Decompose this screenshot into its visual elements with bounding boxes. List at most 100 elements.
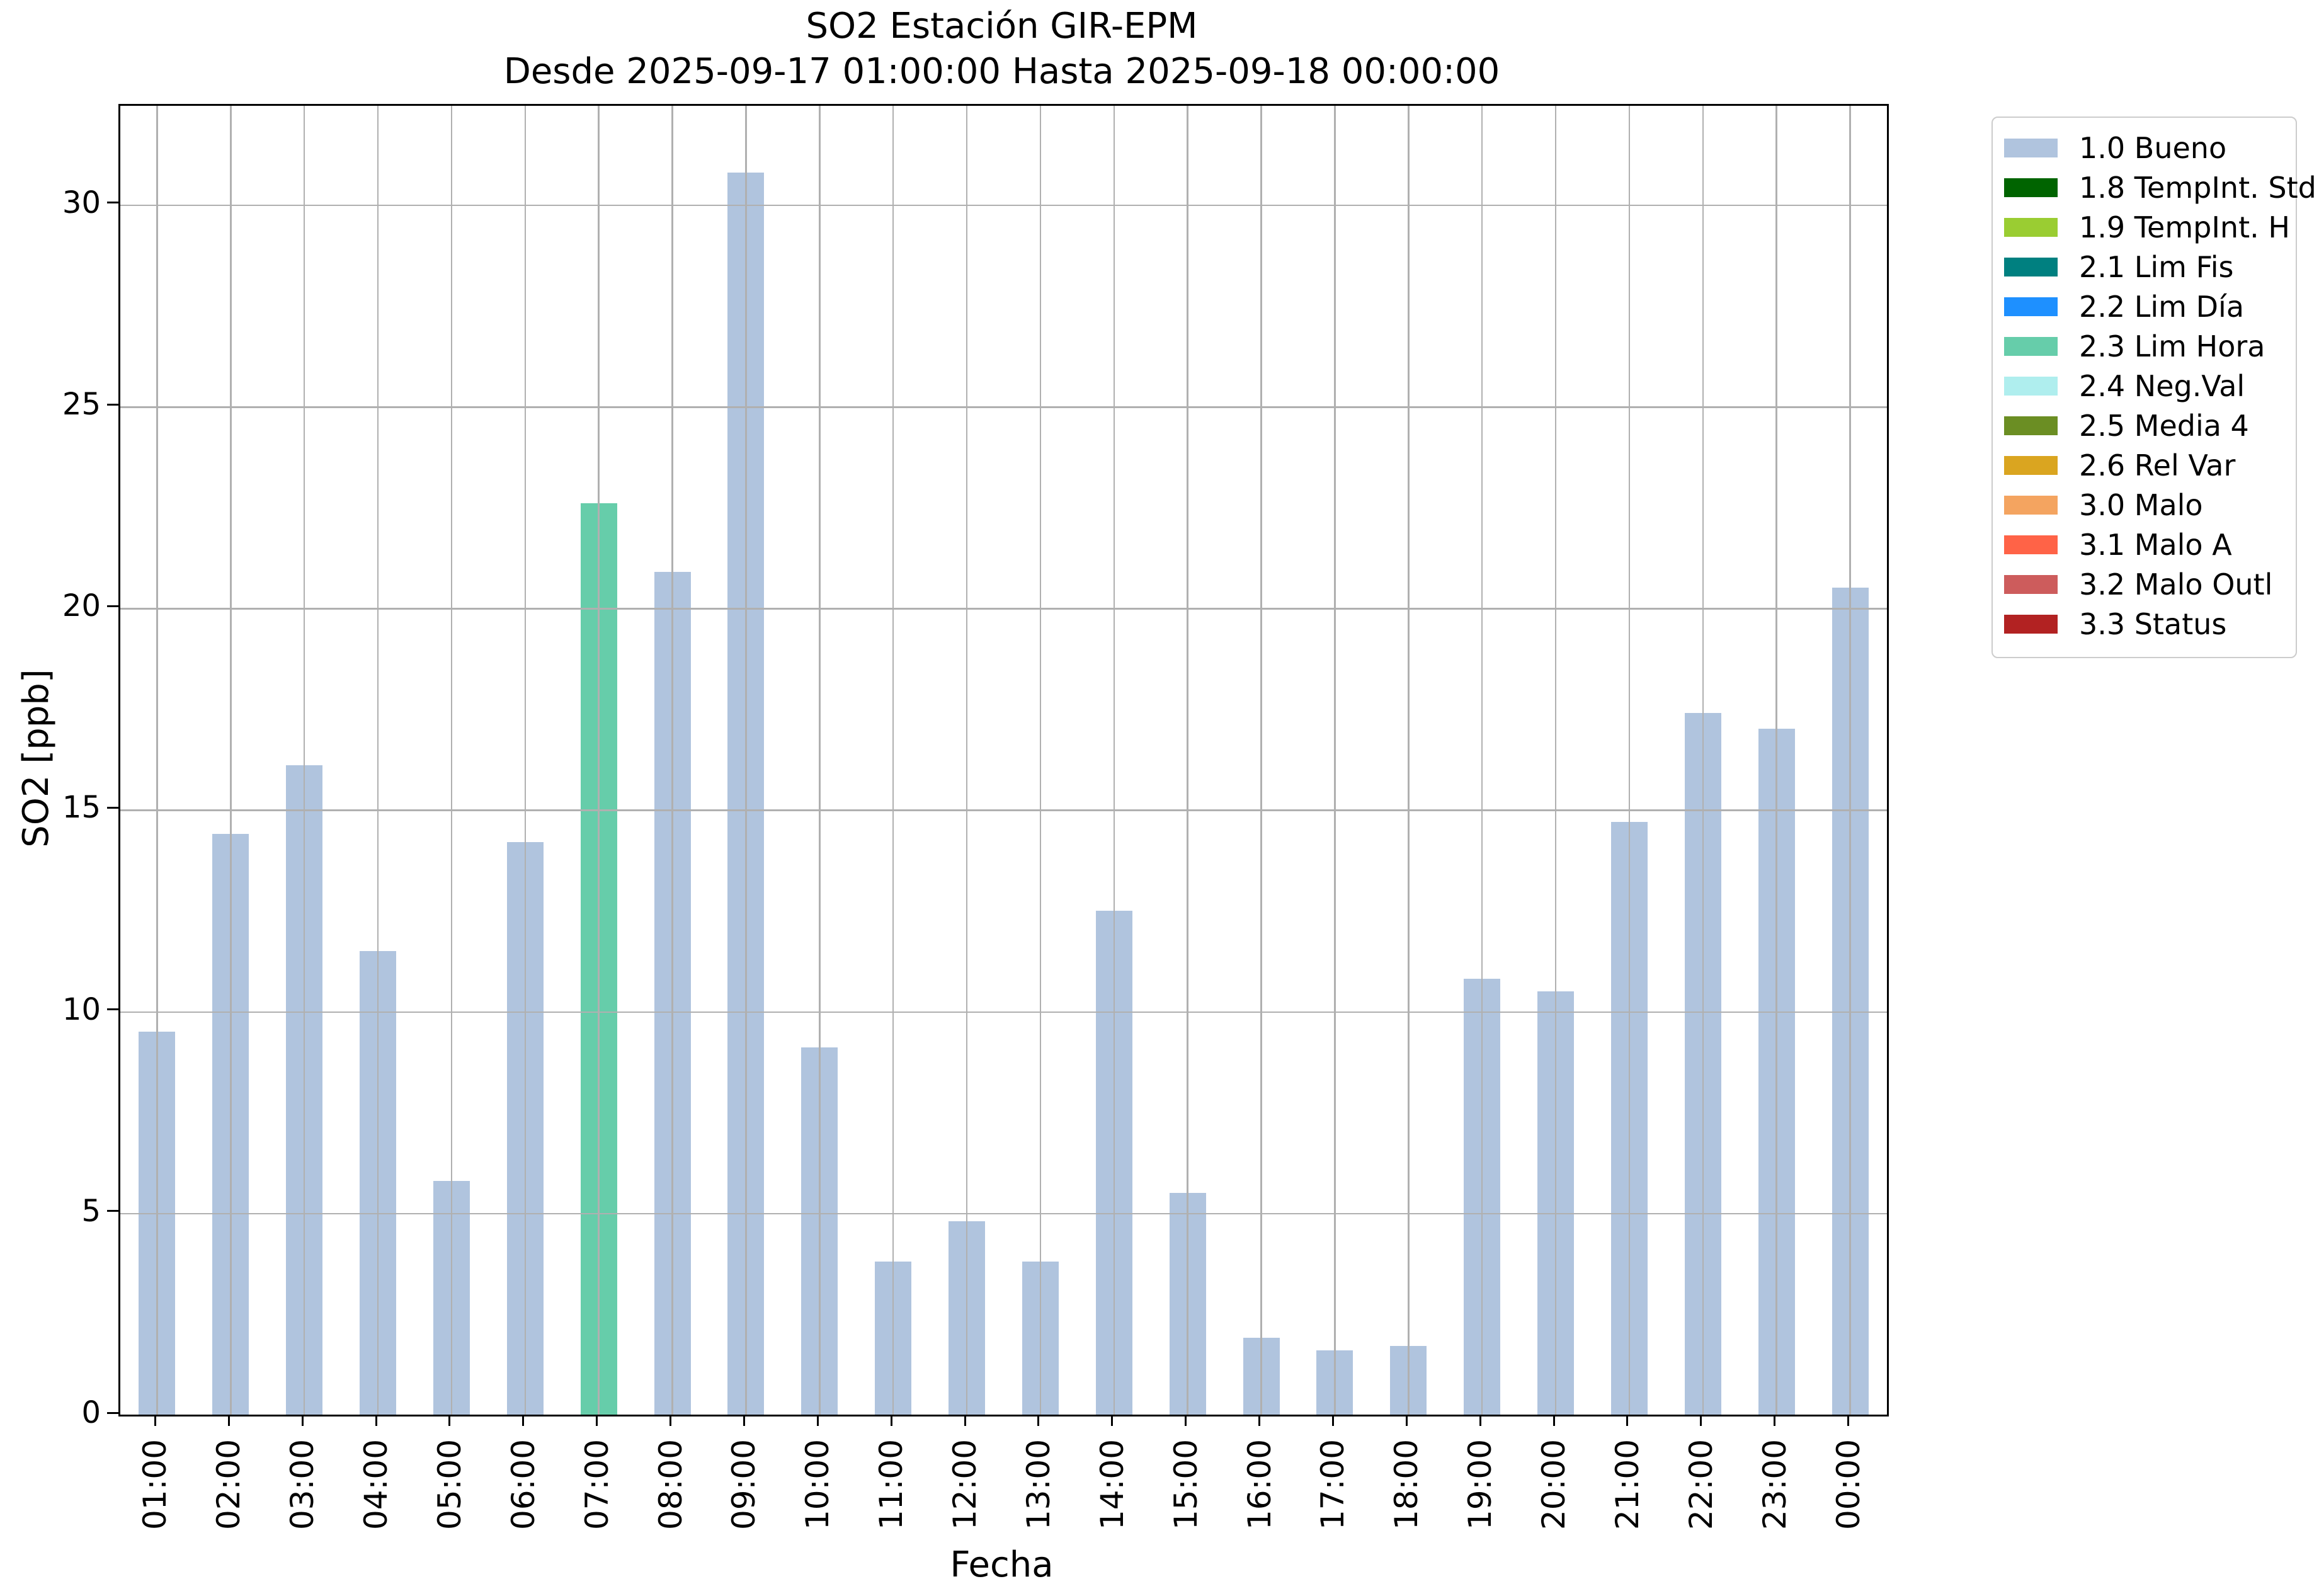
x-tick-label-12:00: 12:00 [947, 1439, 984, 1530]
v-gridline-04:00 [377, 106, 379, 1415]
legend-label: 3.2 Malo Outl [2079, 567, 2273, 601]
chart-title: SO2 Estación GIR-EPM Desde 2025-09-17 01… [118, 4, 1885, 94]
x-tick-label-11:00: 11:00 [873, 1439, 910, 1530]
legend-label: 3.1 Malo A [2079, 527, 2232, 562]
h-gridline-5 [120, 1212, 1887, 1215]
y-tick-mark-15 [107, 806, 118, 809]
x-tick-label-02:00: 02:00 [210, 1439, 248, 1530]
x-tick-mark-18:00 [1405, 1415, 1408, 1426]
v-gridline-15:00 [1187, 106, 1188, 1415]
h-gridline-20 [120, 608, 1887, 610]
y-tick-label-20: 20 [62, 588, 101, 624]
x-tick-label-13:00: 13:00 [1020, 1439, 1057, 1530]
x-tick-label-10:00: 10:00 [799, 1439, 836, 1530]
legend-item-1-9-tempint-h: 1.9 TempInt. H [2004, 207, 2296, 247]
x-tick-mark-22:00 [1700, 1415, 1702, 1426]
x-tick-label-14:00: 14:00 [1093, 1439, 1131, 1530]
x-tick-label-20:00: 20:00 [1536, 1439, 1573, 1530]
legend-swatch-icon [2004, 217, 2058, 237]
x-tick-mark-02:00 [227, 1415, 230, 1426]
x-tick-mark-11:00 [890, 1415, 892, 1426]
v-gridline-20:00 [1554, 106, 1557, 1415]
legend-item-2-6-rel-var: 2.6 Rel Var [2004, 445, 2296, 485]
y-tick-mark-25 [107, 403, 118, 406]
x-tick-label-05:00: 05:00 [431, 1439, 468, 1530]
legend-swatch-icon [2004, 495, 2058, 515]
v-gridline-13:00 [1039, 106, 1042, 1415]
h-gridline-10 [120, 1011, 1887, 1013]
legend-swatch-icon [2004, 336, 2058, 356]
x-tick-mark-08:00 [669, 1415, 672, 1426]
v-gridline-02:00 [230, 106, 232, 1415]
legend-label: 2.1 Lim Fis [2079, 249, 2234, 284]
legend-label: 1.9 TempInt. H [2079, 210, 2290, 244]
x-tick-label-09:00: 09:00 [726, 1439, 763, 1530]
legend-label: 1.8 TempInt. Std [2079, 170, 2316, 205]
v-gridline-18:00 [1408, 106, 1410, 1415]
y-tick-label-5: 5 [81, 1193, 101, 1229]
legend-item-2-4-neg-val: 2.4 Neg.Val [2004, 366, 2296, 406]
legend-swatch-icon [2004, 535, 2058, 554]
x-tick-label-07:00: 07:00 [578, 1439, 615, 1530]
x-tick-label-17:00: 17:00 [1314, 1439, 1352, 1530]
legend-label: 3.3 Status [2079, 607, 2227, 641]
v-gridline-21:00 [1628, 106, 1631, 1415]
x-tick-mark-06:00 [522, 1415, 525, 1426]
chart-title-line1: SO2 Estación GIR-EPM [806, 6, 1198, 47]
x-tick-label-23:00: 23:00 [1756, 1439, 1793, 1530]
legend-item-3-2-malo-outl: 3.2 Malo Outl [2004, 564, 2296, 604]
legend-item-2-3-lim-hora: 2.3 Lim Hora [2004, 326, 2296, 366]
x-tick-label-22:00: 22:00 [1682, 1439, 1719, 1530]
chart-title-line2: Desde 2025-09-17 01:00:00 Hasta 2025-09-… [503, 50, 1500, 92]
x-tick-mark-15:00 [1185, 1415, 1187, 1426]
x-tick-label-18:00: 18:00 [1388, 1439, 1425, 1530]
legend-label: 2.3 Lim Hora [2079, 329, 2265, 363]
legend-swatch-icon [2004, 178, 2058, 197]
y-tick-mark-5 [107, 1210, 118, 1212]
legend-swatch-icon [2004, 416, 2058, 435]
v-gridline-12:00 [966, 106, 968, 1415]
legend-item-2-2-lim-d-a: 2.2 Lim Día [2004, 287, 2296, 326]
x-tick-mark-20:00 [1553, 1415, 1555, 1426]
v-gridline-08:00 [671, 106, 673, 1415]
v-gridline-22:00 [1702, 106, 1704, 1415]
v-gridline-11:00 [892, 106, 894, 1415]
legend-swatch-icon [2004, 138, 2058, 157]
y-tick-mark-20 [107, 605, 118, 607]
x-tick-mark-23:00 [1774, 1415, 1776, 1426]
v-gridline-16:00 [1260, 106, 1262, 1415]
x-tick-label-03:00: 03:00 [284, 1439, 321, 1530]
x-tick-label-16:00: 16:00 [1241, 1439, 1278, 1530]
v-gridline-19:00 [1481, 106, 1483, 1415]
x-tick-mark-05:00 [448, 1415, 451, 1426]
legend-item-3-1-malo-a: 3.1 Malo A [2004, 525, 2296, 564]
legend-swatch-icon [2004, 257, 2058, 276]
x-axis-label: Fecha [950, 1544, 1054, 1585]
v-gridline-07:00 [598, 106, 600, 1415]
legend-label: 2.6 Rel Var [2079, 448, 2236, 482]
x-tick-mark-10:00 [816, 1415, 819, 1426]
legend-item-3-3-status: 3.3 Status [2004, 604, 2296, 644]
y-tick-mark-10 [107, 1008, 118, 1011]
h-gridline-15 [120, 809, 1887, 812]
legend-item-1-0-bueno: 1.0 Bueno [2004, 128, 2296, 168]
legend-item-3-0-malo: 3.0 Malo [2004, 485, 2296, 525]
x-tick-mark-00:00 [1847, 1415, 1850, 1426]
x-tick-mark-14:00 [1111, 1415, 1114, 1426]
legend-swatch-icon [2004, 614, 2058, 634]
x-tick-mark-16:00 [1258, 1415, 1261, 1426]
v-gridline-05:00 [450, 106, 453, 1415]
v-gridline-17:00 [1334, 106, 1336, 1415]
legend-swatch-icon [2004, 455, 2058, 475]
y-axis-label: SO2 [ppb] [16, 669, 57, 848]
v-gridline-10:00 [819, 106, 821, 1415]
x-tick-mark-12:00 [964, 1415, 966, 1426]
legend-label: 3.0 Malo [2079, 487, 2203, 522]
legend-swatch-icon [2004, 297, 2058, 316]
plot-area [118, 104, 1889, 1416]
x-tick-label-04:00: 04:00 [358, 1439, 395, 1530]
v-gridline-23:00 [1775, 106, 1777, 1415]
legend-label: 2.4 Neg.Val [2079, 368, 2245, 403]
v-gridline-03:00 [303, 106, 305, 1415]
